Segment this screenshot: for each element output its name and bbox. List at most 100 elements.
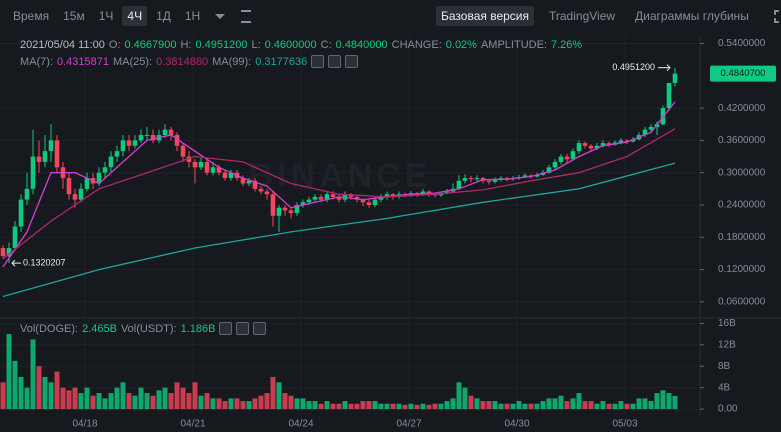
view-button[interactable]: Базовая версия — [436, 6, 534, 26]
candle-body — [6, 248, 12, 257]
dropdown-icon[interactable] — [215, 13, 226, 19]
candle-body — [618, 140, 624, 143]
volume-bar — [480, 401, 486, 410]
field-value: 0.4951200 — [195, 39, 248, 51]
candle-body — [570, 151, 576, 160]
candle-body — [336, 196, 342, 200]
volume-bar — [138, 387, 144, 410]
volume-bar — [324, 401, 330, 410]
view-button[interactable]: Диаграммы глубины — [635, 9, 749, 23]
volume-bar — [372, 401, 378, 410]
high-label: 0.4951200 — [612, 62, 655, 72]
candle-body — [12, 226, 18, 249]
volume-bar — [174, 382, 180, 410]
date: 2021/05/04 11:00 — [20, 39, 105, 51]
interval-button[interactable]: 4Ч — [122, 6, 148, 26]
eye-icon[interactable] — [311, 55, 325, 68]
interval-button[interactable]: 1Н — [184, 9, 201, 23]
volume-bar — [54, 371, 60, 410]
volume-bar — [270, 376, 276, 410]
volume-bar — [450, 398, 456, 410]
x-tick-label: 04/27 — [396, 419, 421, 430]
volume-bar — [396, 403, 402, 410]
volume-bar — [84, 387, 90, 410]
volume-bar — [558, 395, 564, 410]
ma-name: MA(7): — [20, 55, 53, 68]
candle-body — [390, 194, 396, 197]
candle-body — [126, 140, 132, 146]
candle-body — [102, 167, 108, 173]
volume-bar — [318, 403, 324, 410]
candle-body — [486, 180, 492, 182]
volume-bar — [42, 376, 48, 410]
volume-bar — [336, 403, 342, 410]
candle-body — [222, 172, 228, 179]
candle-body — [492, 179, 498, 182]
volume-bar — [660, 390, 666, 410]
y-tick-label: 0.2400000 — [718, 200, 766, 211]
vol-tick-label: 12B — [718, 339, 736, 350]
field-label: CHANGE: — [391, 39, 442, 51]
volume-bar — [534, 403, 540, 410]
candle-body — [240, 178, 246, 184]
last-price-box — [710, 65, 776, 82]
candle-body — [444, 191, 450, 194]
volume-bar — [654, 393, 660, 410]
volume-bar — [432, 403, 438, 410]
candle-body — [138, 135, 144, 141]
volume-bar — [108, 393, 114, 410]
volume-bar — [528, 403, 534, 410]
ohlc-header: 2021/05/04 11:00 O: 0.4667900 H: 0.4951200 L… — [20, 39, 582, 51]
candle-body — [342, 194, 348, 200]
interval-button[interactable]: 15м — [63, 9, 85, 23]
field-value: 0.4840000 — [335, 39, 388, 51]
x-tick-label: 04/18 — [73, 419, 98, 430]
candle-body — [36, 156, 42, 162]
ma-legend: MA(7): 0.4315871 MA(25): 0.3814880 MA(99): 0.… — [20, 55, 359, 68]
x-tick-label: 04/21 — [180, 419, 205, 430]
volume-bar — [546, 398, 552, 410]
candle-body — [474, 178, 480, 180]
interval-button[interactable]: 1Ч — [98, 9, 114, 23]
volume-bar — [462, 387, 468, 410]
volume-bar — [636, 398, 642, 410]
volume-bar — [366, 401, 372, 410]
candle-body — [330, 194, 336, 197]
volume-bar — [114, 387, 120, 410]
view-button[interactable]: TradingView — [549, 9, 616, 23]
candle-body — [84, 178, 90, 189]
volume-bar — [414, 404, 420, 410]
y-tick-label: 0.5400000 — [718, 38, 766, 49]
volume-bar — [624, 403, 630, 410]
volume-bar — [384, 403, 390, 410]
eye-icon[interactable] — [219, 322, 233, 335]
interval-button[interactable]: 1Д — [156, 9, 171, 23]
candle-body — [324, 194, 330, 200]
close-icon[interactable] — [253, 322, 267, 335]
volume-bar — [600, 401, 606, 410]
volume-bar — [486, 401, 492, 410]
close-icon[interactable] — [345, 55, 359, 68]
candle-body — [462, 178, 468, 181]
settings-icon[interactable] — [241, 9, 252, 23]
ma-value: 0.4315871 — [57, 55, 109, 68]
gear-icon[interactable] — [328, 55, 342, 68]
fullscreen-icon[interactable] — [773, 9, 781, 23]
candle-body — [252, 180, 258, 189]
volume-bar — [210, 398, 216, 410]
candle-body — [468, 178, 474, 180]
gear-icon[interactable] — [236, 322, 250, 335]
volume-legend: Vol(DOGE): 2.465B Vol(USDT): 1.186B — [20, 322, 267, 335]
candle-body — [180, 145, 186, 157]
volume-bar — [378, 403, 384, 410]
candle-body — [546, 167, 552, 173]
candle-body — [666, 82, 672, 109]
view-bar: Базовая версия TradingView Диаграммы глуби… — [436, 6, 781, 26]
y-tick-label: 0.3000000 — [718, 167, 766, 178]
volume-bar — [438, 403, 444, 410]
watermark: BINANCE — [249, 157, 432, 195]
interval-button[interactable]: Время — [13, 9, 50, 23]
volume-bar — [354, 403, 360, 410]
x-tick-label: 05/03 — [612, 419, 637, 430]
volume-bar — [90, 395, 96, 410]
